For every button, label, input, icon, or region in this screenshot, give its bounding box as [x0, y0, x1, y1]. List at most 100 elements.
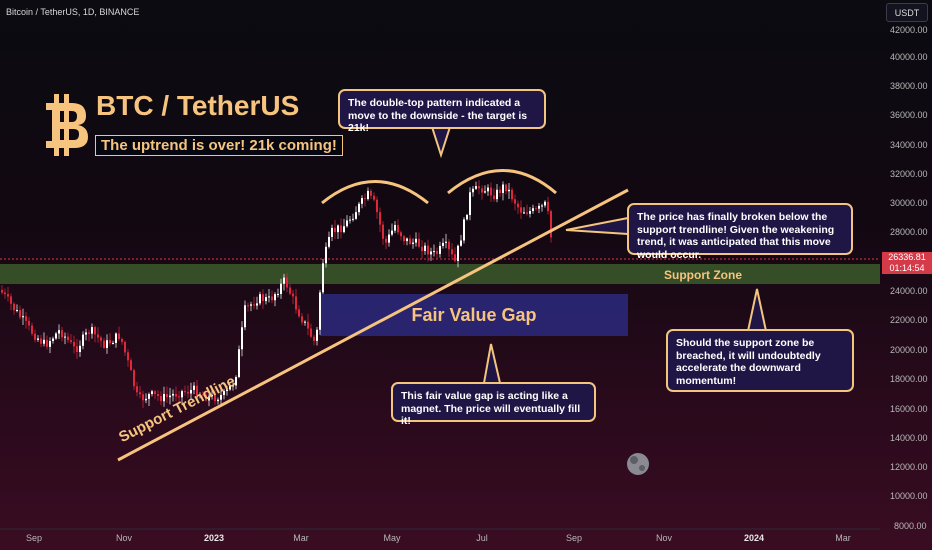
price-label: 14000.00	[890, 433, 928, 443]
bar-countdown: 01:14:54	[889, 263, 925, 273]
candle-body	[370, 190, 372, 196]
candle-body	[97, 334, 99, 338]
support-pointer	[747, 288, 767, 332]
time-label: May	[383, 533, 401, 543]
candle-body	[499, 189, 501, 193]
candle-body	[247, 305, 249, 307]
globe-icon	[627, 453, 649, 475]
candle-body	[550, 211, 552, 238]
candle-body	[475, 186, 477, 189]
candle-body	[367, 190, 369, 200]
fair-value-gap-box	[320, 294, 628, 336]
candle-body	[313, 336, 315, 341]
candle-body	[502, 184, 504, 193]
candle-body	[331, 227, 333, 237]
candle-body	[229, 385, 231, 390]
candle-body	[196, 385, 198, 396]
candle-body	[70, 340, 72, 343]
price-chart[interactable]	[0, 0, 880, 530]
support-zone-band	[0, 264, 880, 284]
candle-body	[19, 310, 21, 318]
price-label: 18000.00	[890, 374, 928, 384]
double-top-callout[interactable]: The double-top pattern indicated a move …	[338, 89, 546, 134]
candle-body	[226, 389, 228, 392]
candle-body	[190, 389, 192, 394]
candle-body	[523, 212, 525, 214]
candle-body	[304, 321, 306, 323]
candle-body	[352, 218, 354, 220]
fair-value-gap-callout[interactable]: This fair value gap is acting like a mag…	[391, 382, 596, 427]
candle-body	[364, 198, 366, 200]
candle-body	[295, 296, 297, 310]
candle-body	[262, 294, 264, 302]
candle-body	[343, 226, 345, 233]
candle-body	[244, 305, 246, 328]
candle-body	[232, 385, 234, 387]
bitcoin-logo	[46, 94, 88, 156]
candle-body	[427, 245, 429, 255]
candle-body	[61, 330, 63, 338]
price-axis[interactable]: 42000.00 40000.00 38000.00 36000.00 3400…	[882, 0, 932, 550]
candle-body	[79, 345, 81, 353]
candle-body	[544, 201, 546, 206]
candle-body	[46, 339, 48, 347]
candle-body	[277, 293, 279, 295]
candle-body	[55, 333, 57, 339]
time-label: Sep	[565, 533, 583, 543]
candle-body	[391, 230, 393, 235]
breakdown-callout[interactable]: The price has finally broken below the s…	[627, 203, 853, 261]
candle-body	[520, 207, 522, 213]
candle-body	[208, 396, 210, 401]
candle-body	[217, 399, 219, 402]
candle-body	[40, 338, 42, 344]
price-label: 28000.00	[890, 227, 928, 237]
candle-body	[241, 327, 243, 350]
time-label: Nov	[115, 533, 133, 543]
double-top-arc-right	[447, 169, 557, 195]
breakdown-pointer	[565, 217, 629, 235]
symbol-title[interactable]: Bitcoin / TetherUS, 1D, BINANCE	[6, 7, 140, 17]
candle-body	[151, 391, 153, 395]
candle-body	[307, 321, 309, 329]
candle-body	[319, 292, 321, 330]
candle-body	[478, 186, 480, 189]
candle-body	[34, 333, 36, 340]
candle-body	[4, 292, 6, 295]
support-breach-callout[interactable]: Should the support zone be breached, it …	[666, 329, 854, 392]
candle-body	[205, 394, 207, 401]
candle-body	[85, 332, 87, 335]
candle-body	[259, 294, 261, 304]
candle-body	[394, 224, 396, 231]
candle-body	[166, 394, 168, 398]
candle-body	[310, 328, 312, 337]
candle-body	[298, 309, 300, 317]
candle-body	[376, 199, 378, 213]
candle-body	[337, 225, 339, 233]
candle-body	[274, 294, 276, 301]
candle-body	[223, 391, 225, 395]
candle-body	[22, 316, 24, 318]
candle-body	[538, 205, 540, 209]
candle-body	[433, 251, 435, 253]
candle-body	[118, 333, 120, 339]
support-zone-label: Support Zone	[664, 268, 742, 282]
candle-body	[454, 254, 456, 261]
currency-button[interactable]: USDT	[886, 3, 928, 22]
candle-body	[472, 188, 474, 193]
candle-body	[508, 189, 510, 192]
price-label: 22000.00	[890, 315, 928, 325]
candle-body	[169, 395, 171, 398]
candle-body	[76, 346, 78, 353]
candle-body	[517, 203, 519, 208]
candle-body	[121, 338, 123, 342]
candle-body	[157, 394, 159, 396]
candle-body	[496, 189, 498, 200]
candle-body	[529, 211, 531, 214]
candle-body	[283, 277, 285, 284]
candle-body	[220, 394, 222, 400]
candle-body	[184, 391, 186, 393]
candle-body	[457, 245, 459, 261]
candle-body	[349, 219, 351, 221]
candle-body	[64, 336, 66, 338]
candle-body	[13, 303, 15, 311]
